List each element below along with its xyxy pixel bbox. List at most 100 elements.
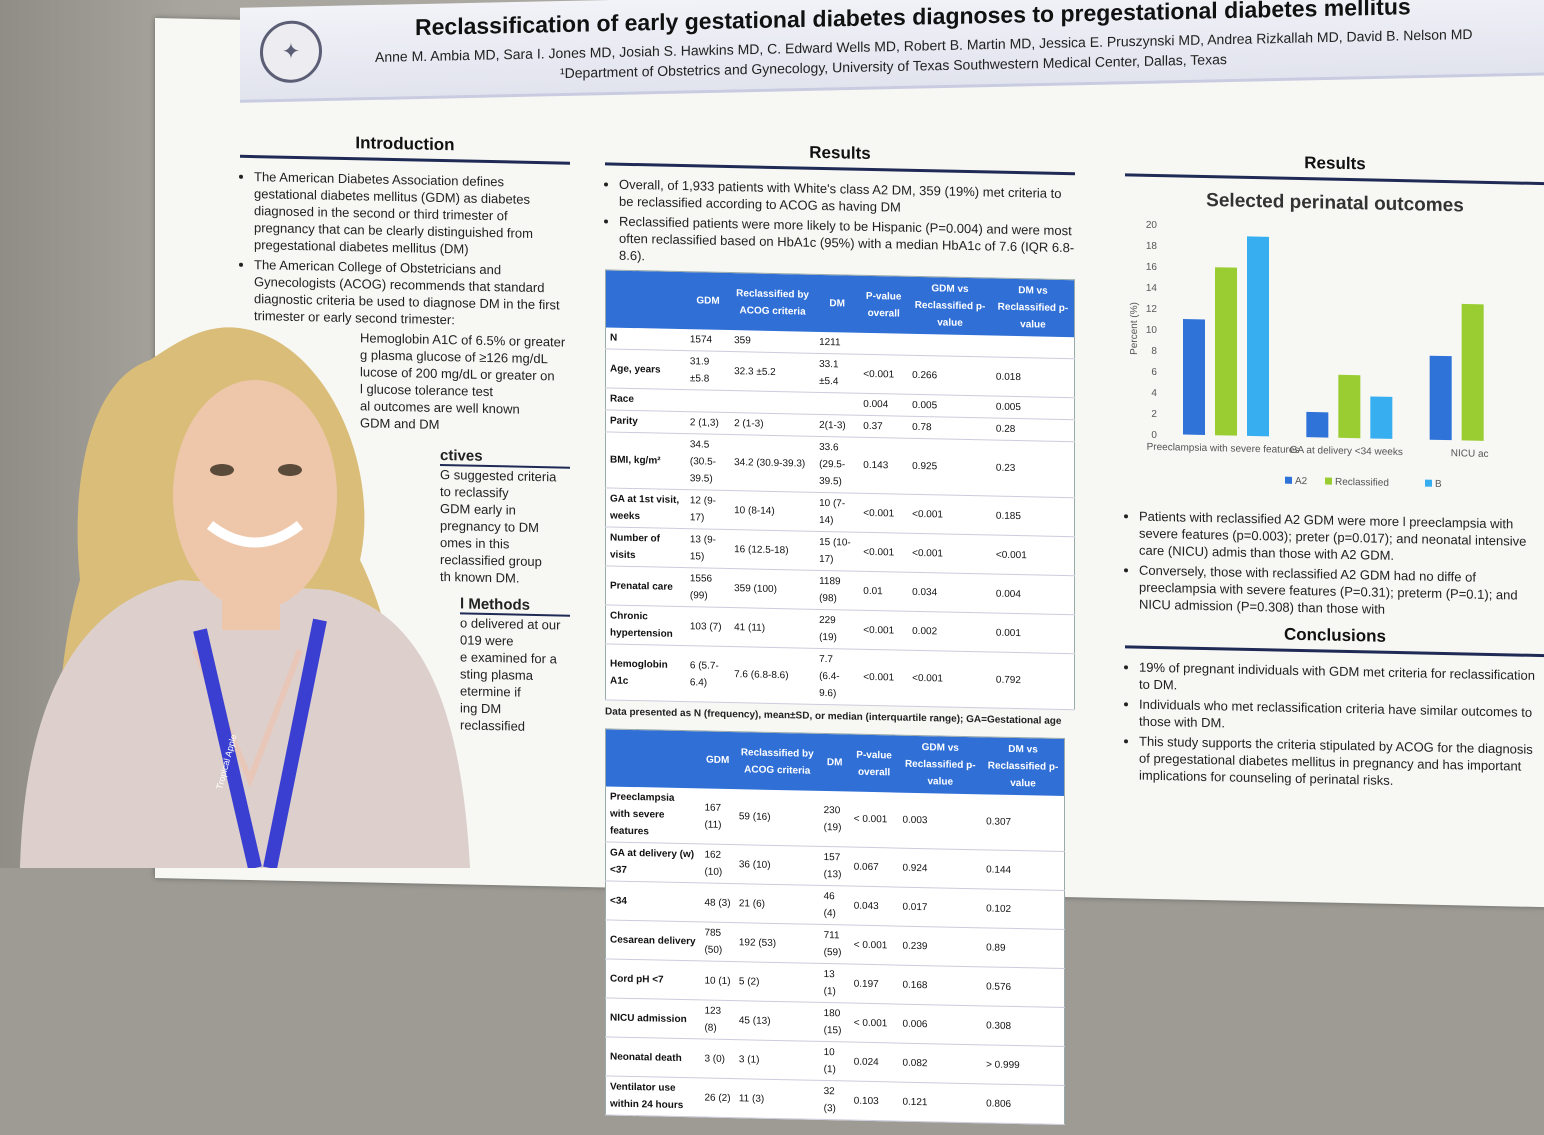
table-cell: 0.003	[898, 792, 983, 850]
table-cell: 0.006	[898, 1004, 983, 1045]
table-cell: 46 (4)	[819, 885, 850, 926]
y-tick-label: 2	[1151, 409, 1157, 420]
table-cell: 0.792	[991, 652, 1075, 710]
table-cell: 31.9 ±5.8	[685, 350, 731, 391]
table-cell: 1574	[685, 329, 731, 352]
table-cell: Ventilator use within 24 hours	[605, 1075, 701, 1117]
table-cell: 0.28	[991, 418, 1075, 442]
table-cell: <0.001	[908, 494, 992, 536]
bar	[1461, 303, 1484, 441]
table-cell: 157 (13)	[819, 846, 850, 887]
table-cell: 0.239	[898, 926, 983, 967]
y-axis-label: Percent (%)	[1129, 302, 1140, 355]
table-cell: GA at 1st visit, weeks	[605, 487, 686, 529]
bar	[1370, 396, 1393, 439]
table-cell: <0.001	[991, 535, 1075, 576]
table-header-cell: DM	[819, 733, 850, 792]
results-column-2: Results Selected perinatal outcomes 0 2 4 6…	[1125, 150, 1544, 795]
y-tick-label: 14	[1146, 283, 1158, 294]
table-cell: 13 (1)	[819, 963, 850, 1004]
table-cell: 0.89	[982, 927, 1065, 969]
list-item: Patients with reclassified A2 GDM were m…	[1139, 508, 1544, 568]
table-row: BMI, kg/m² 34.5 (30.5-39.5) 34.2 (30.9-39.…	[605, 431, 1075, 498]
table-cell: 2 (1,3)	[685, 411, 731, 435]
table-cell	[685, 389, 731, 413]
table-cell: 16 (12.5-18)	[730, 529, 816, 571]
table-cell: 26 (2)	[700, 1077, 735, 1118]
table-cell: 21 (6)	[734, 883, 820, 925]
table-cell: 13 (9-15)	[685, 528, 731, 569]
table-cell: 0.034	[908, 572, 992, 614]
y-tick-label: 6	[1151, 367, 1157, 378]
table-header-cell	[605, 269, 686, 330]
chart-title: Selected perinatal outcomes	[1206, 190, 1464, 217]
table-cell: 359 (100)	[730, 568, 816, 610]
table-cell: 0.005	[908, 394, 992, 419]
table-cell: 0.067	[849, 847, 899, 888]
table-cell: < 0.001	[849, 791, 899, 849]
table-cell: > 0.999	[982, 1044, 1065, 1086]
table-cell: 0.23	[991, 440, 1075, 498]
table-header-cell: Reclassified by ACOG criteria	[730, 272, 816, 332]
table-cell: 0.266	[908, 355, 992, 397]
table-cell: 0.043	[849, 886, 899, 927]
table-cell: 45 (13)	[734, 1000, 820, 1042]
table-cell: 59 (16)	[734, 789, 820, 847]
table-cell: 36 (10)	[734, 844, 820, 886]
x-tick-label: NICU ac	[1451, 448, 1489, 460]
bar	[1215, 267, 1237, 436]
table-header-cell: P-value overall	[849, 734, 899, 793]
table-cell: 10 (1)	[700, 960, 735, 1001]
table-cell: Prenatal care	[605, 565, 686, 607]
table-cell: Race	[605, 387, 686, 412]
table-cell: Chronic hypertension	[605, 604, 686, 646]
table-cell: 0.144	[982, 849, 1065, 891]
table-cell: < 0.001	[849, 925, 899, 966]
outcomes-table: GDM Reclassified by ACOG criteria DM P-valu…	[605, 728, 1065, 1126]
table-cell: 0.082	[898, 1043, 983, 1084]
table-cell	[908, 333, 992, 358]
table-cell: 0.005	[991, 396, 1075, 420]
y-tick-label: 20	[1146, 220, 1158, 231]
table-header-cell: GDM	[685, 271, 731, 331]
introduction-list: The American Diabetes Association define…	[240, 168, 570, 331]
conclusions-list: 19% of pregnant individuals with GDM met…	[1125, 658, 1544, 792]
poster-banner: ✦ Reclassification of early gestational …	[240, 0, 1544, 103]
table-cell: 103 (7)	[685, 606, 731, 647]
table-cell: 12 (9-17)	[685, 489, 731, 530]
table-cell: 0.576	[982, 966, 1065, 1008]
list-item: This study supports the criteria stipula…	[1139, 733, 1544, 793]
table-cell: 0.308	[982, 1005, 1065, 1047]
table-cell: 0.806	[982, 1083, 1065, 1125]
table-cell: 34.2 (30.9-39.3)	[730, 434, 816, 493]
x-tick-label: GA at delivery <34 weeks	[1290, 445, 1403, 458]
bar	[1247, 236, 1269, 437]
table-header-cell	[605, 728, 701, 789]
table-cell: 2 (1-3)	[730, 412, 816, 437]
bar	[1183, 319, 1205, 435]
table-cell	[730, 390, 816, 415]
table-cell: <0.001	[859, 610, 909, 651]
table-cell: 5 (2)	[734, 961, 820, 1003]
table-cell: 1211	[815, 331, 860, 355]
table-cell: 1556 (99)	[685, 567, 731, 608]
conclusions-heading: Conclusions	[1125, 622, 1544, 658]
table-cell: 0.01	[859, 571, 909, 612]
table-cell: 6 (5.7-6.4)	[685, 645, 731, 703]
table-header-cell: GDM vs Reclassified p-value	[898, 735, 983, 795]
table-row: Ventilator use within 24 hours 26 (2) 11 (…	[605, 1075, 1065, 1125]
table-cell: 167 (11)	[700, 788, 735, 845]
table-cell: 3 (0)	[700, 1038, 735, 1079]
bar	[1306, 411, 1329, 438]
results-heading-1: Results	[605, 139, 1075, 176]
poster: ✦ Reclassification of early gestational …	[155, 0, 1544, 1126]
list-item: The American Diabetes Association define…	[254, 168, 570, 260]
table-cell: 0.004	[991, 574, 1075, 615]
list-item: Individuals who met reclassification cri…	[1139, 696, 1544, 739]
list-item: Conversely, those with reclassified A2 G…	[1139, 562, 1544, 622]
table-cell: 1189 (98)	[815, 570, 860, 611]
table-row: Preeclampsia with severe features 167 (11…	[605, 786, 1065, 852]
y-tick-label: 12	[1146, 304, 1158, 315]
legend-swatch	[1425, 479, 1432, 487]
x-tick-label: Preeclampsia with severe features	[1147, 442, 1300, 456]
